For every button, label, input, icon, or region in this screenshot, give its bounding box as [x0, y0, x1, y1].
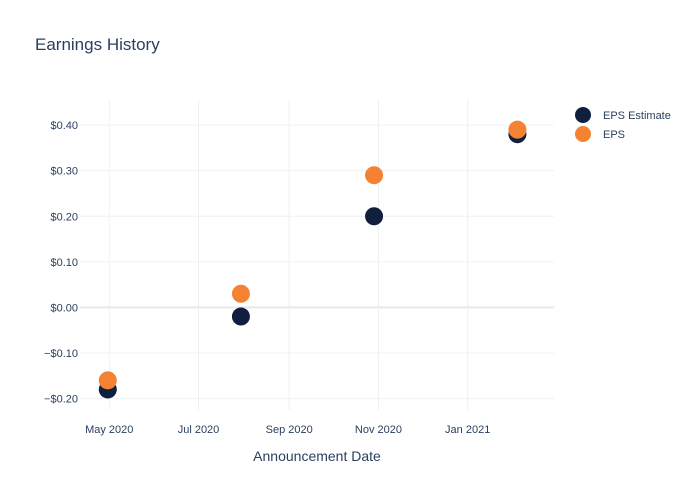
points-layer [98, 120, 527, 399]
x-tick-label: Jul 2020 [178, 424, 220, 436]
x-tick-label: Nov 2020 [355, 424, 402, 436]
axis-layer: $0.40 $0.30 $0.20 $0.10 $0.00 −$0.10 −$0.20 May… [44, 120, 490, 436]
y-tick-label: $0.40 [50, 120, 78, 132]
grid-layer [80, 100, 554, 410]
eps-point[interactable] [365, 166, 384, 185]
eps-point[interactable] [231, 284, 250, 303]
y-tick-label: $0.20 [50, 211, 78, 223]
eps-estimate-legend-label: EPS Estimate [603, 110, 671, 122]
eps-estimate-point[interactable] [365, 207, 384, 226]
legend: EPS Estimate EPS [575, 107, 671, 142]
y-tick-label: $0.10 [50, 257, 78, 269]
eps-legend-marker [575, 126, 591, 142]
y-tick-label: $0.00 [50, 302, 78, 314]
y-tick-label: −$0.10 [44, 348, 78, 360]
x-tick-label: Jan 2021 [445, 424, 490, 436]
eps-estimate-point[interactable] [231, 307, 250, 326]
eps-point[interactable] [98, 371, 117, 390]
eps-legend-label: EPS [603, 129, 625, 141]
eps-estimate-legend-marker [575, 107, 591, 123]
x-tick-label: Sep 2020 [266, 424, 313, 436]
x-axis-title: Announcement Date [253, 448, 381, 464]
y-tick-label: $0.30 [50, 166, 78, 178]
x-tick-label: May 2020 [85, 424, 133, 436]
y-tick-label: −$0.20 [44, 394, 78, 406]
chart-title: Earnings History [35, 35, 160, 54]
eps-point[interactable] [508, 120, 527, 139]
